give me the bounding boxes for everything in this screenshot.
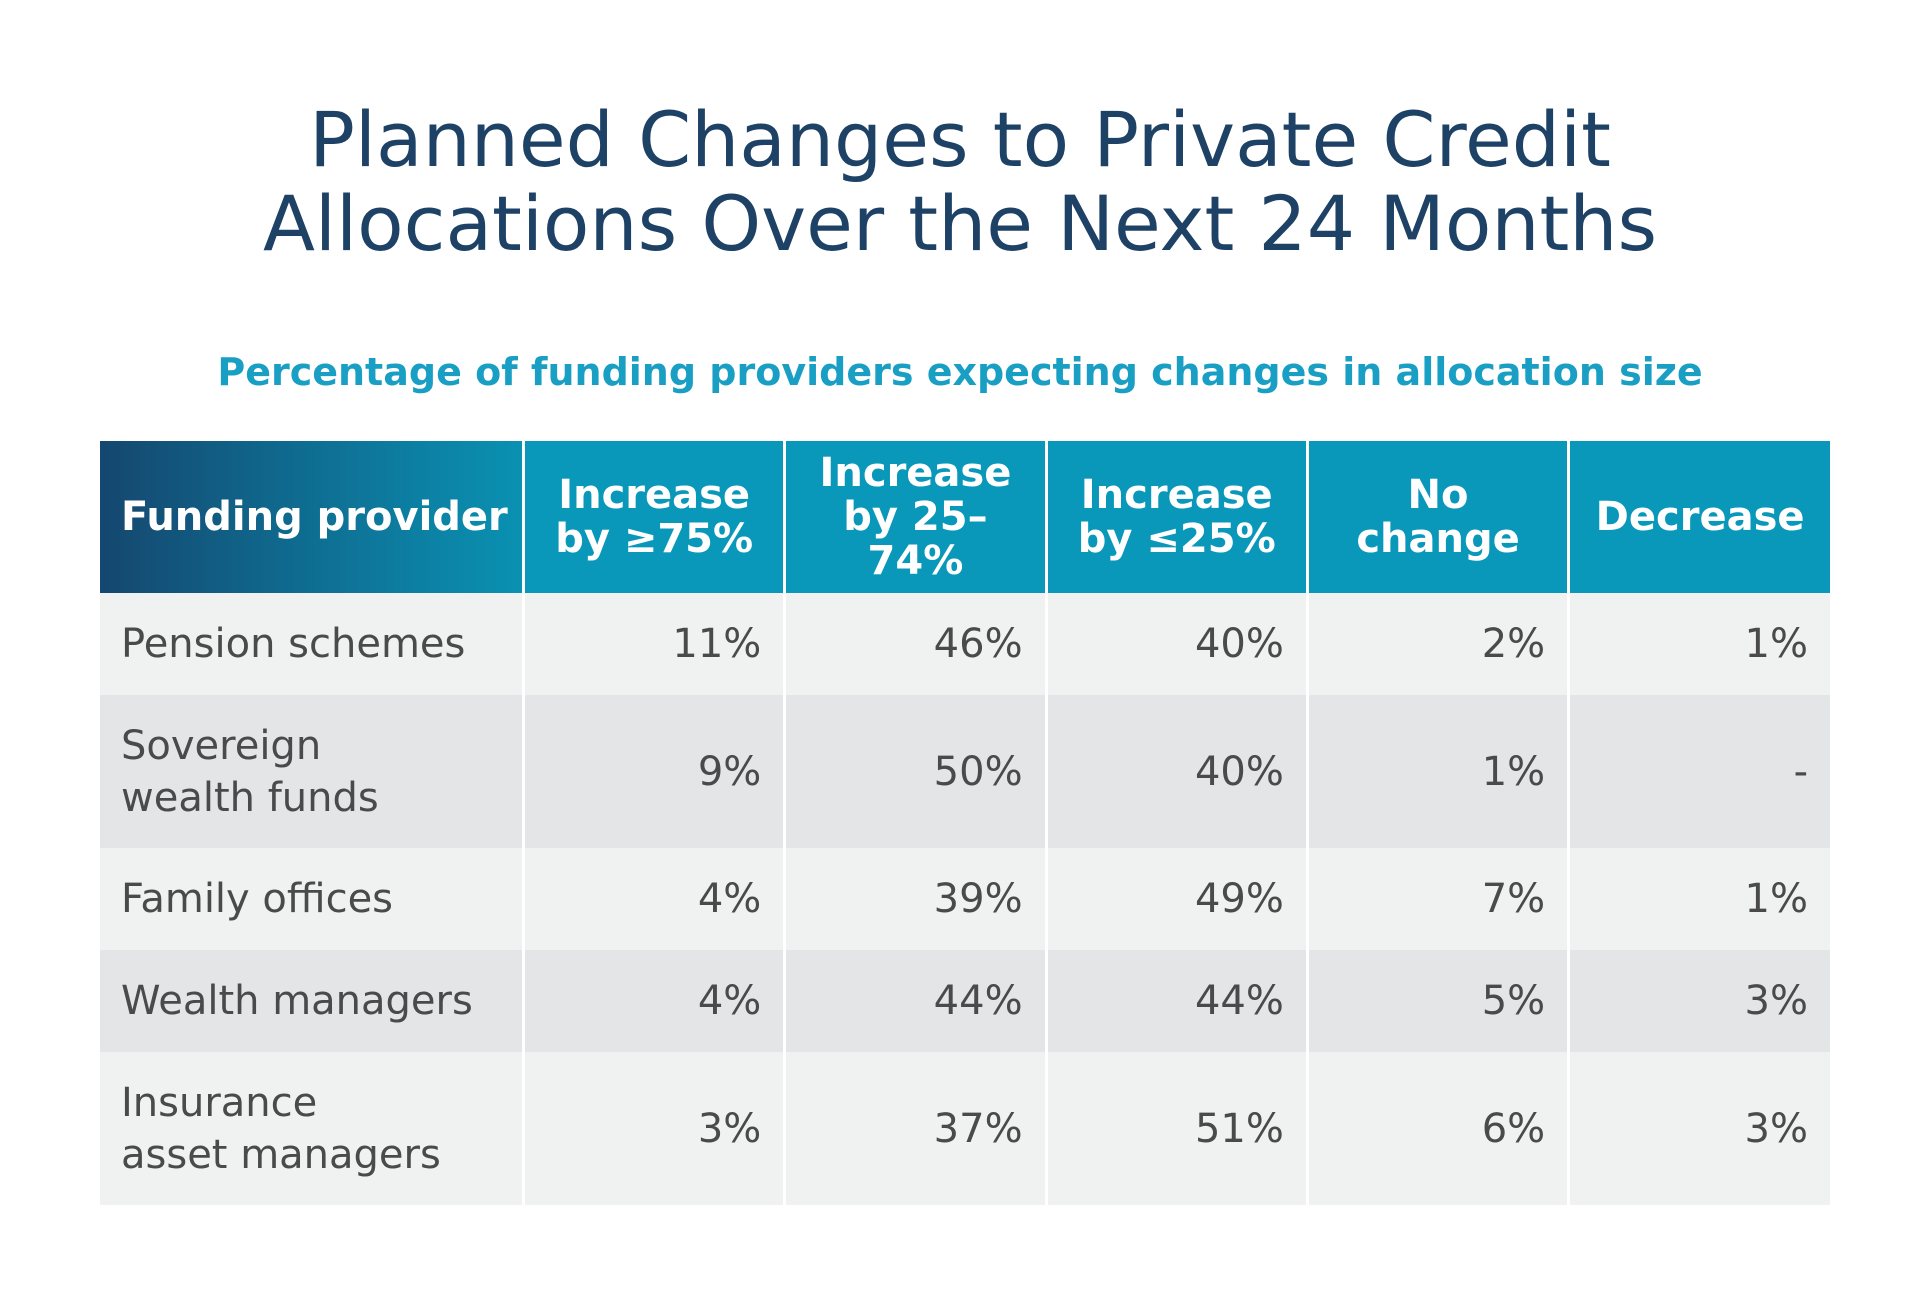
table-row: Family offices 4% 39% 49% 7% 1%	[100, 848, 1830, 950]
row-label: Pension schemes	[100, 593, 524, 695]
row-label: Wealth managers	[100, 950, 524, 1052]
row-label: Insurance asset managers	[100, 1052, 524, 1205]
header-funding-provider: Funding provider	[100, 441, 524, 593]
row-label-line: Insurance	[121, 1079, 318, 1126]
table-cell: 4%	[521, 848, 785, 950]
column-header-line: Increase	[819, 450, 1012, 496]
table-cell: 50%	[783, 695, 1047, 848]
row-label: Sovereign wealth funds	[100, 695, 524, 848]
column-header-line: by 25–74%	[843, 494, 988, 584]
table-row: Insurance asset managers 3% 37% 51% 6% 3%	[100, 1052, 1830, 1205]
table-row: Sovereign wealth funds 9% 50% 40% 1% -	[100, 695, 1830, 848]
table-cell: 40%	[1044, 593, 1308, 695]
chart-title: Planned Changes to Private Credit Alloca…	[0, 98, 1920, 266]
column-header-line: by ≥75%	[555, 516, 754, 562]
table-cell: 49%	[1044, 848, 1308, 950]
column-header-line: Increase	[1080, 472, 1273, 518]
table-cell: 37%	[783, 1052, 1047, 1205]
table-cell: 46%	[783, 593, 1047, 695]
table-cell: 11%	[521, 593, 785, 695]
table-cell: 3%	[1567, 950, 1830, 1052]
table-cell: 3%	[1567, 1052, 1830, 1205]
column-header-line: Decrease	[1595, 494, 1805, 540]
chart-subtitle: Percentage of funding providers expectin…	[217, 350, 1703, 394]
table-cell: 39%	[783, 848, 1047, 950]
chart-title-line-2: Allocations Over the Next 24 Months	[262, 179, 1658, 268]
table-cell: 3%	[521, 1052, 785, 1205]
table-cell: 1%	[1305, 695, 1569, 848]
column-header: Increase by 25–74%	[783, 441, 1047, 593]
allocation-table: Funding provider Increase by ≥75% Increase…	[100, 441, 1830, 1205]
table-header-row: Funding provider Increase by ≥75% Increase…	[100, 441, 1830, 593]
table-body: Pension schemes 11% 46% 40% 2% 1% Sovereign wea…	[100, 593, 1830, 1205]
chart-title-line-1: Planned Changes to Private Credit	[309, 95, 1611, 184]
column-header: Increase by ≤25%	[1044, 441, 1308, 593]
table-cell: 1%	[1567, 848, 1830, 950]
table-cell: 44%	[783, 950, 1047, 1052]
table-row: Wealth managers 4% 44% 44% 5% 3%	[100, 950, 1830, 1052]
column-header: Decrease	[1567, 441, 1830, 593]
table-cell: 44%	[1044, 950, 1308, 1052]
table-cell: 7%	[1305, 848, 1569, 950]
row-label-line: Wealth managers	[121, 978, 473, 1024]
table-cell: -	[1567, 695, 1830, 848]
table-cell: 6%	[1305, 1052, 1569, 1205]
row-label-line: wealth funds	[121, 774, 379, 821]
column-header-line: change	[1356, 516, 1520, 562]
column-header: No change	[1305, 441, 1569, 593]
table-cell: 2%	[1305, 593, 1569, 695]
table-cell: 9%	[521, 695, 785, 848]
row-label-line: Sovereign	[121, 722, 322, 769]
table-row: Pension schemes 11% 46% 40% 2% 1%	[100, 593, 1830, 695]
table-cell: 1%	[1567, 593, 1830, 695]
row-label: Family offices	[100, 848, 524, 950]
row-label-line: Pension schemes	[121, 621, 466, 667]
column-header-line: by ≤25%	[1077, 516, 1276, 562]
column-header: Increase by ≥75%	[521, 441, 785, 593]
column-header-line: Increase	[558, 472, 751, 518]
column-header-line: No	[1407, 472, 1469, 518]
row-label-line: Family offices	[121, 876, 394, 922]
table-cell: 4%	[521, 950, 785, 1052]
table-cell: 51%	[1044, 1052, 1308, 1205]
table-cell: 5%	[1305, 950, 1569, 1052]
table-cell: 40%	[1044, 695, 1308, 848]
row-label-line: asset managers	[121, 1131, 441, 1178]
